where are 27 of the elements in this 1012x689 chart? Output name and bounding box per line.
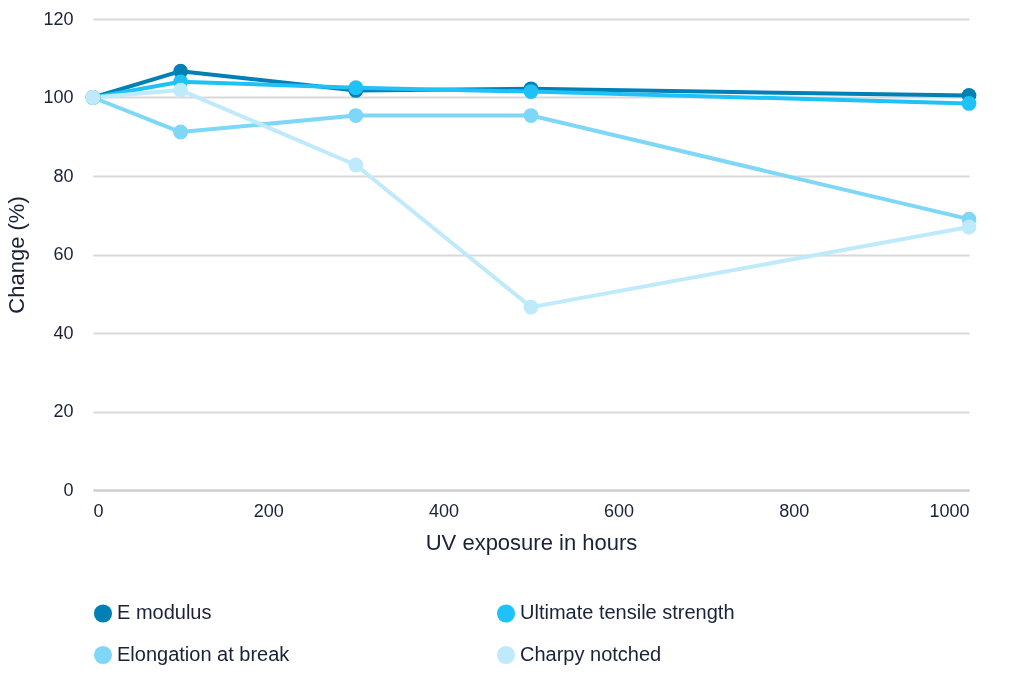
x-tick-label: 600 — [604, 500, 635, 521]
point — [348, 157, 364, 173]
point — [348, 108, 364, 123]
point — [173, 82, 189, 98]
y-tick-label: 120 — [43, 8, 74, 29]
legend-label: Ultimate tensile strength — [520, 601, 735, 624]
point — [523, 299, 539, 315]
x-tick-label: 1000 — [929, 500, 970, 521]
point — [961, 219, 977, 235]
x-tick-label: 0 — [93, 500, 104, 521]
y-tick-label: 0 — [63, 479, 74, 500]
legend-label: E modulus — [117, 601, 212, 624]
point — [523, 108, 539, 123]
y-tick-label: 60 — [53, 244, 74, 264]
legend-label: Charpy notched — [520, 643, 662, 665]
point — [961, 95, 977, 111]
point — [173, 124, 189, 140]
y-tick-label: 100 — [43, 87, 74, 107]
x-tick-label: 200 — [253, 500, 284, 521]
x-axis-title: UV exposure in hours — [425, 529, 638, 555]
y-tick-label: 20 — [53, 401, 74, 421]
y-tick-label: 80 — [53, 165, 74, 186]
x-tick-label: 800 — [779, 500, 810, 521]
y-axis-title: Change (%) — [4, 196, 30, 314]
legend-label: Elongation at break — [117, 643, 291, 665]
y-tick-label: 40 — [53, 322, 74, 343]
x-tick-label: 400 — [428, 500, 459, 521]
